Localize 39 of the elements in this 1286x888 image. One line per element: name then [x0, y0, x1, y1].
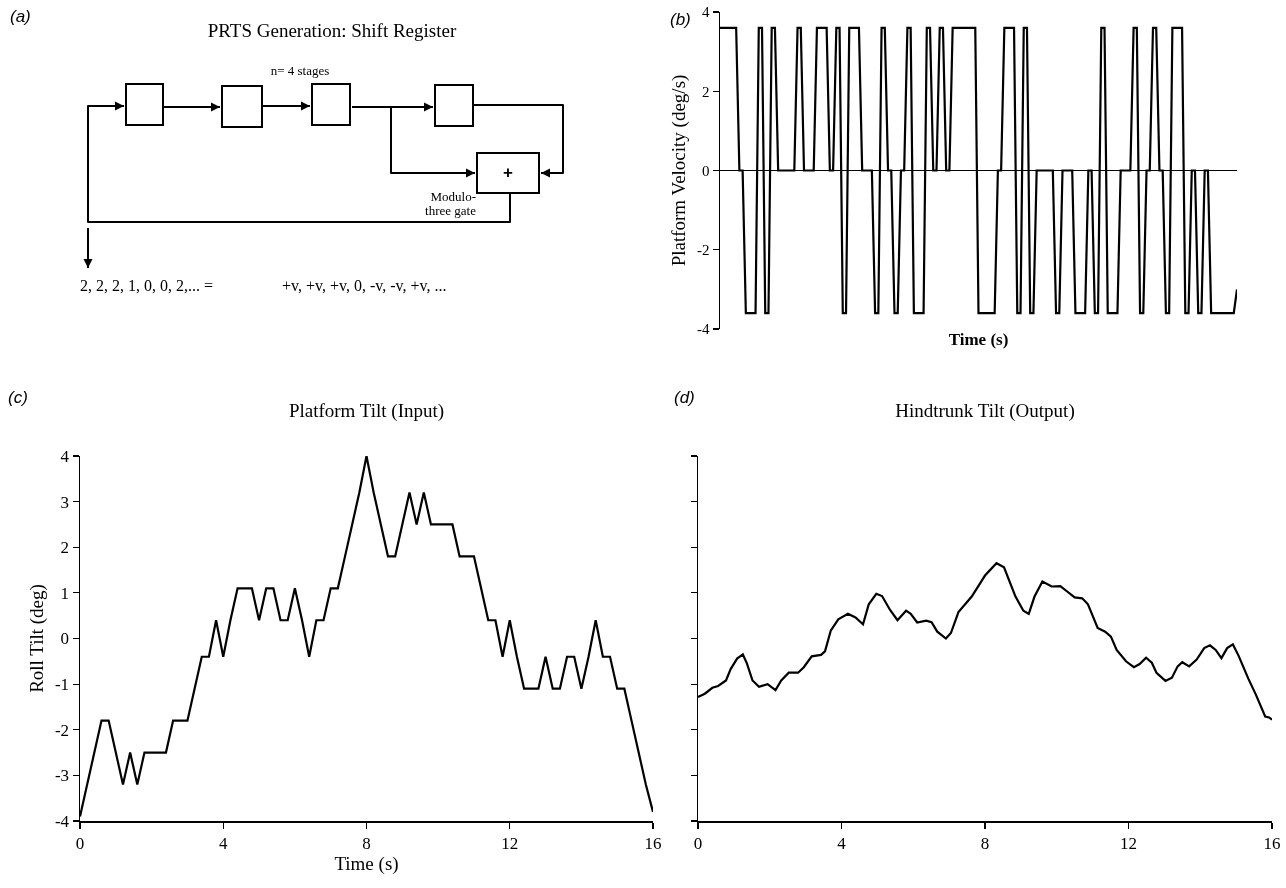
y-tick-label: 2 [60, 538, 70, 558]
y-tick-label: -2 [54, 720, 70, 740]
y-tick-label: -3 [54, 766, 70, 786]
y-tick-label: 4 [60, 446, 70, 466]
y-tick-label: 1 [60, 583, 70, 603]
y-tick-label: 3 [60, 492, 70, 512]
text: (b) [670, 10, 691, 29]
x-tick-label: 8 [362, 833, 371, 853]
x-axis-title: Time (s) [334, 852, 399, 875]
y-tick-label: -4 [54, 811, 70, 831]
y-tick-label: -2 [697, 242, 710, 258]
x-tick-label: 12 [1120, 833, 1137, 853]
y-tick-label: 2 [702, 83, 710, 100]
x-tick-label: 8 [980, 833, 990, 853]
y-tick-label: 0 [702, 162, 710, 179]
x-tick-label: 16 [644, 833, 662, 853]
y-axis-title: Roll Tilt (deg) [26, 584, 49, 693]
chart-title: Hindtrunk Tilt (Output) [895, 399, 1075, 422]
text: Modulo-three gate [424, 188, 476, 219]
text: n= 4 stages [270, 62, 330, 79]
y-tick-label: 0 [60, 629, 70, 649]
text: (c) [8, 388, 28, 407]
x-tick-label: 16 [1263, 833, 1281, 853]
y-tick-label: -4 [697, 321, 710, 338]
x-tick-label: 12 [501, 833, 519, 853]
y-tick-label: -1 [54, 675, 70, 695]
text: (a) [10, 6, 31, 27]
x-tick-label: 4 [219, 833, 228, 853]
text: 2, 2, 2, 1, 0, 0, 2,... = [80, 277, 214, 295]
chart-title: Platform Tilt (Input) [288, 399, 445, 422]
text: + [503, 162, 513, 183]
y-tick-label: 4 [702, 4, 710, 21]
y-axis-title: Platform Velocity (deg/s) [668, 74, 691, 267]
text: +v, +v, +v, 0, -v, -v, +v, ... [282, 277, 447, 295]
text: PRTS Generation: Shift Register [207, 19, 457, 42]
text: (d) [674, 388, 695, 407]
x-tick-label: 0 [75, 833, 85, 853]
x-axis-title: Time (s) [948, 330, 1009, 350]
x-tick-label: 4 [837, 833, 847, 853]
